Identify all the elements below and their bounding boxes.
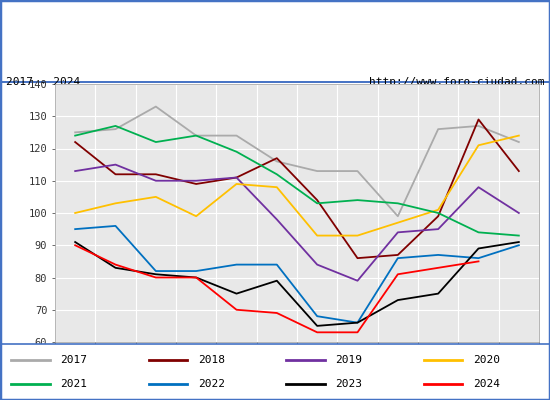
Text: 2021: 2021 — [60, 379, 87, 389]
Text: 2018: 2018 — [198, 355, 225, 365]
Text: 2022: 2022 — [198, 379, 225, 389]
Text: 2017 - 2024: 2017 - 2024 — [6, 77, 80, 87]
Text: 2023: 2023 — [336, 379, 362, 389]
Text: 2024: 2024 — [473, 379, 500, 389]
Text: 2020: 2020 — [473, 355, 500, 365]
Text: 2017: 2017 — [60, 355, 87, 365]
Text: http://www.foro-ciudad.com: http://www.foro-ciudad.com — [369, 77, 544, 87]
Text: 2019: 2019 — [336, 355, 362, 365]
Text: Evolucion del paro registrado en Piedrahita: Evolucion del paro registrado en Piedrah… — [117, 16, 433, 30]
